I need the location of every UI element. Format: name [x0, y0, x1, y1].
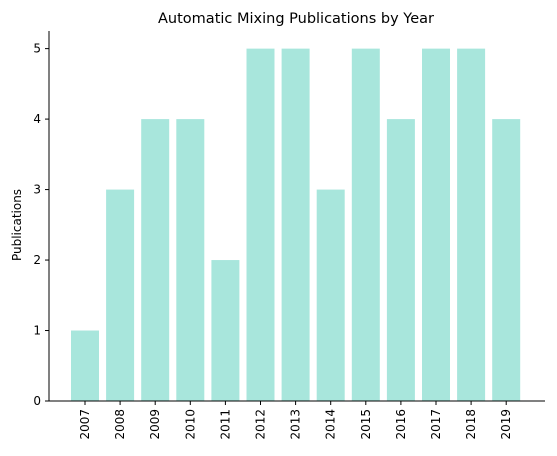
x-tick-label-2017: 2017 [429, 409, 443, 440]
x-tick-label-2010: 2010 [183, 409, 197, 440]
chart-title: Automatic Mixing Publications by Year [158, 11, 434, 27]
x-tick-label-2008: 2008 [113, 409, 127, 440]
bar-2019 [492, 119, 521, 401]
bar-2008 [106, 189, 135, 401]
x-tick-label-2016: 2016 [394, 409, 408, 440]
bar-2011 [211, 260, 240, 401]
x-tick-label-2018: 2018 [464, 409, 478, 440]
y-axis-label: Publications [10, 189, 24, 261]
y-tick-label: 3 [33, 183, 41, 197]
bar-2014 [316, 189, 345, 401]
x-tick-label-2015: 2015 [359, 409, 373, 440]
y-tick-label: 5 [33, 42, 41, 56]
y-tick-label: 2 [33, 253, 41, 267]
x-axis: 2007 2008 2009 2010 2011 2012 2013 2014 2015 2016… [49, 400, 545, 440]
y-axis: 0 1 2 3 4 5 [33, 31, 50, 408]
x-tick-label-2009: 2009 [148, 409, 162, 440]
x-tick-label-2014: 2014 [324, 409, 338, 440]
x-tick-label-2011: 2011 [218, 409, 232, 440]
bar-2010 [176, 119, 205, 401]
y-tick-label: 1 [33, 324, 41, 338]
y-tick-label: 4 [33, 112, 41, 126]
x-tick-label-2012: 2012 [254, 409, 268, 440]
bar-2012 [246, 48, 275, 402]
bar-2007 [71, 330, 99, 401]
bars-group [71, 48, 521, 402]
x-tick-label-2019: 2019 [499, 409, 513, 440]
x-tick-label-2007: 2007 [78, 409, 92, 440]
bar-2017 [422, 48, 450, 402]
bar-2013 [281, 48, 310, 402]
bar-2015 [351, 48, 380, 402]
bar-2016 [386, 119, 415, 401]
y-tick-label: 0 [33, 394, 41, 408]
bar-2018 [457, 48, 486, 402]
x-tick-label-2013: 2013 [289, 409, 303, 440]
bar-2009 [141, 119, 170, 401]
